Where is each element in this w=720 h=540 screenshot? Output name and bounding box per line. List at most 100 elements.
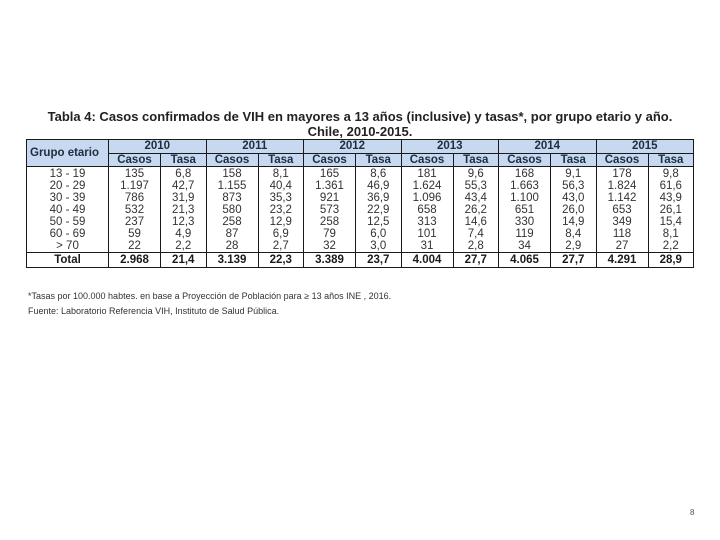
rate-cell: 8,4 <box>550 228 597 240</box>
rate-cell: 8,1 <box>257 166 305 180</box>
cases-cell: 158 <box>205 166 259 180</box>
rate-footnote: *Tasas por 100.000 habtes. en base a Pro… <box>28 291 392 301</box>
rate-header: Tasa <box>647 153 695 167</box>
rate-cell: 9,6 <box>452 166 500 180</box>
rate-cell: 43,9 <box>647 192 695 204</box>
rate-cell: 46,9 <box>355 180 402 192</box>
total-cell: 23,7 <box>355 252 402 268</box>
table-row: 50 - 59 237 12,3 258 12,9 258 12,5 313 14,6 330 14… <box>26 216 695 228</box>
cases-cell: 135 <box>108 166 161 180</box>
age-group-cell: > 70 <box>26 240 109 253</box>
total-cell: 3.139 <box>205 252 259 268</box>
cases-header: Casos <box>303 153 357 167</box>
rate-cell: 14,6 <box>452 216 500 228</box>
age-group-cell: 30 - 39 <box>26 192 109 204</box>
age-group-cell: 60 - 69 <box>26 228 109 240</box>
cases-cell: 786 <box>108 192 161 204</box>
rate-cell: 23,2 <box>257 204 305 216</box>
source-note: Fuente: Laboratorio Referencia VIH, Inst… <box>28 306 280 316</box>
year-header-row: Grupo etario 2010 2011 2012 2013 2014 20… <box>26 139 695 167</box>
age-group-cell: 13 - 19 <box>26 166 109 180</box>
age-group-cell: 50 - 59 <box>26 216 109 228</box>
cases-cell: 1.197 <box>108 180 161 192</box>
total-cell: 4.065 <box>498 252 552 268</box>
cases-cell: 580 <box>205 204 259 216</box>
cases-cell: 349 <box>595 216 649 228</box>
year-header: 2013 <box>400 139 500 154</box>
total-cell: 4.004 <box>400 252 454 268</box>
cases-cell: 1.824 <box>595 180 649 192</box>
rate-cell: 2,2 <box>160 240 207 253</box>
table-row: > 70 22 2,2 28 2,7 32 3,0 31 2,8 34 2,9 27 2,2 <box>26 240 695 253</box>
cases-cell: 1.155 <box>205 180 259 192</box>
table-title: Tabla 4: Casos confirmados de VIH en may… <box>26 109 694 139</box>
total-label: Total <box>26 252 109 268</box>
rate-cell: 14,9 <box>550 216 597 228</box>
rate-cell: 26,2 <box>452 204 500 216</box>
cases-cell: 1.624 <box>400 180 454 192</box>
rate-cell: 31,9 <box>160 192 207 204</box>
cases-cell: 118 <box>595 228 649 240</box>
rate-cell: 22,9 <box>355 204 402 216</box>
rate-cell: 4,9 <box>160 228 207 240</box>
cases-cell: 31 <box>400 240 454 253</box>
cases-cell: 532 <box>108 204 161 216</box>
hiv-cases-table: Grupo etario 2010 2011 2012 2013 2014 20… <box>26 139 695 268</box>
table-row: 13 - 19 135 6,8 158 8,1 165 8,6 181 9,6 168 9,1 178… <box>26 166 695 180</box>
cases-cell: 27 <box>595 240 649 253</box>
cases-cell: 651 <box>498 204 552 216</box>
rate-cell: 8,1 <box>647 228 695 240</box>
cases-cell: 573 <box>303 204 357 216</box>
sub-header-row: Casos Tasa Casos Tasa Casos Tasa Casos T… <box>27 153 695 167</box>
year-header: 2012 <box>303 139 402 154</box>
total-cell: 27,7 <box>452 252 500 268</box>
cases-cell: 921 <box>303 192 357 204</box>
cases-cell: 658 <box>400 204 454 216</box>
cases-header: Casos <box>205 153 259 167</box>
cases-cell: 330 <box>498 216 552 228</box>
cases-cell: 1.096 <box>400 192 454 204</box>
cases-header: Casos <box>108 153 161 167</box>
total-row: Total 2.968 21,4 3.139 22,3 3.389 23,7 4… <box>26 252 695 268</box>
cases-cell: 119 <box>498 228 552 240</box>
table-row: 30 - 39 786 31,9 873 35,3 921 36,9 1.096 43,4 1.1… <box>26 192 695 204</box>
rate-cell: 12,5 <box>355 216 402 228</box>
table-body: 13 - 19 135 6,8 158 8,1 165 8,6 181 9,6 168 9,1 178… <box>26 166 695 253</box>
rate-header: Tasa <box>257 153 305 167</box>
rate-cell: 2,8 <box>452 240 500 253</box>
rate-cell: 6,0 <box>355 228 402 240</box>
cases-cell: 1.663 <box>498 180 552 192</box>
cases-cell: 258 <box>303 216 357 228</box>
rate-cell: 26,0 <box>550 204 597 216</box>
table-row: 60 - 69 59 4,9 87 6,9 79 6,0 101 7,4 119 8,4 118 8,1 <box>26 228 695 240</box>
total-cell: 21,4 <box>160 252 207 268</box>
rate-cell: 12,9 <box>257 216 305 228</box>
rate-cell: 12,3 <box>160 216 207 228</box>
cases-cell: 101 <box>400 228 454 240</box>
cases-cell: 28 <box>205 240 259 253</box>
cases-cell: 165 <box>303 166 357 180</box>
year-header: 2015 <box>595 139 695 154</box>
age-group-header: Grupo etario <box>26 139 109 167</box>
total-cell: 2.968 <box>108 252 161 268</box>
rate-cell: 21,3 <box>160 204 207 216</box>
cases-cell: 79 <box>303 228 357 240</box>
cases-cell: 1.142 <box>595 192 649 204</box>
cases-cell: 32 <box>303 240 357 253</box>
total-cell: 4.291 <box>595 252 649 268</box>
table-title-line-2: Chile, 2010-2015. <box>307 124 413 139</box>
page-number: 8 <box>690 508 695 517</box>
cases-header: Casos <box>595 153 649 167</box>
rate-cell: 2,9 <box>550 240 597 253</box>
rate-cell: 7,4 <box>452 228 500 240</box>
cases-header: Casos <box>400 153 454 167</box>
table-row: 20 - 29 1.197 42,7 1.155 40,4 1.361 46,9 1.624 5… <box>26 180 695 192</box>
rate-header: Tasa <box>452 153 500 167</box>
cases-cell: 34 <box>498 240 552 253</box>
cases-cell: 181 <box>400 166 454 180</box>
cases-cell: 653 <box>595 204 649 216</box>
rate-cell: 9,8 <box>647 166 695 180</box>
cases-cell: 1.361 <box>303 180 357 192</box>
cases-cell: 87 <box>205 228 259 240</box>
table-row: 40 - 49 532 21,3 580 23,2 573 22,9 658 26,2 651 26… <box>26 204 695 216</box>
